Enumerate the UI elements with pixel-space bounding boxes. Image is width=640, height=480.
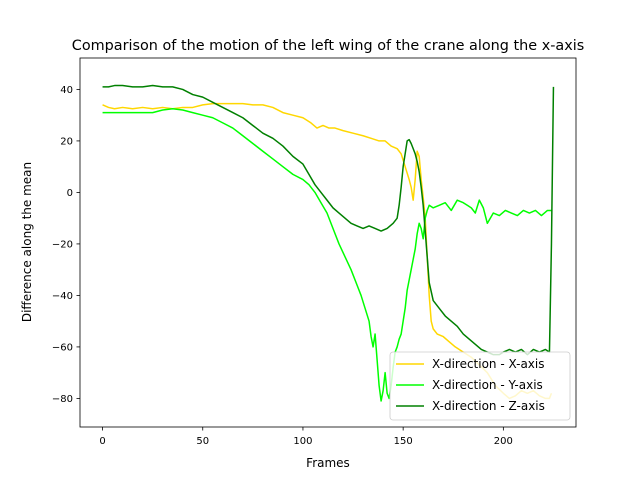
- x-axis-label: Frames: [306, 456, 350, 470]
- legend: X-direction - X-axis X-direction - Y-axis…: [389, 351, 571, 421]
- y-tick-label: 40: [60, 85, 73, 96]
- y-tick-label: 0: [67, 188, 73, 199]
- y-tick-label: −20: [52, 239, 73, 250]
- x-tick-label: 200: [494, 436, 513, 447]
- y-tick-label: −40: [52, 291, 73, 302]
- legend-box: [389, 351, 571, 421]
- y-tick-label: 20: [60, 136, 73, 147]
- plot-area-frame: [79, 57, 577, 428]
- x-tick-label: 50: [196, 436, 209, 447]
- y-axis-label: Difference along the mean: [20, 162, 34, 322]
- x-tick-label: 150: [394, 436, 413, 447]
- y-tick-label: −60: [52, 342, 73, 353]
- x-axis: 0 50 100 150 200: [99, 427, 513, 447]
- legend-label-3: X-direction - Z-axis: [432, 399, 545, 413]
- legend-label-1: X-direction - X-axis: [432, 357, 545, 371]
- legend-label-2: X-direction - Y-axis: [432, 378, 543, 392]
- y-tick-label: −80: [52, 394, 73, 405]
- x-tick-label: 100: [293, 436, 312, 447]
- x-tick-label: 0: [99, 436, 105, 447]
- chart-title: Comparison of the motion of the left win…: [72, 38, 584, 54]
- y-axis: −80 −60 −40 −20 0 20 40: [52, 85, 80, 405]
